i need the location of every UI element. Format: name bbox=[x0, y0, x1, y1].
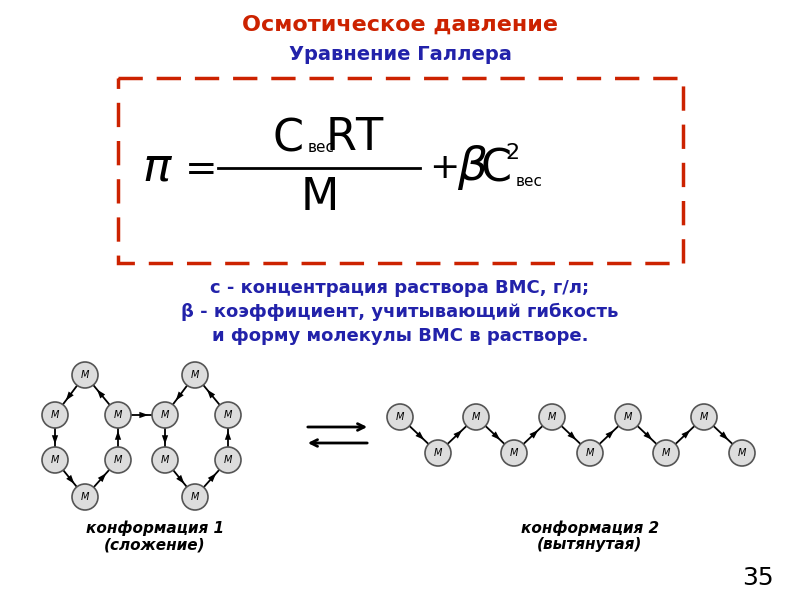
Text: $\mathsf{M}$: $\mathsf{M}$ bbox=[300, 176, 336, 220]
Text: M: M bbox=[114, 410, 122, 420]
Circle shape bbox=[463, 404, 489, 430]
Polygon shape bbox=[208, 473, 216, 482]
Text: $=$: $=$ bbox=[177, 149, 215, 187]
Text: M: M bbox=[161, 410, 169, 420]
Text: M: M bbox=[81, 370, 89, 380]
Text: Уравнение Галлера: Уравнение Галлера bbox=[289, 46, 511, 64]
Polygon shape bbox=[97, 389, 105, 398]
Circle shape bbox=[105, 447, 131, 473]
Text: M: M bbox=[81, 492, 89, 502]
Text: вес: вес bbox=[308, 140, 335, 155]
Text: M: M bbox=[114, 455, 122, 465]
Text: β - коэффициент, учитывающий гибкость: β - коэффициент, учитывающий гибкость bbox=[182, 303, 618, 321]
Text: $\mathsf{C}$: $\mathsf{C}$ bbox=[272, 116, 303, 160]
Circle shape bbox=[42, 447, 68, 473]
Circle shape bbox=[729, 440, 755, 466]
Polygon shape bbox=[530, 430, 538, 439]
Circle shape bbox=[691, 404, 717, 430]
Polygon shape bbox=[454, 430, 462, 439]
Circle shape bbox=[182, 362, 208, 388]
Circle shape bbox=[653, 440, 679, 466]
Text: M: M bbox=[662, 448, 670, 458]
Text: Осмотическое давление: Осмотическое давление bbox=[242, 15, 558, 35]
Text: M: M bbox=[224, 410, 232, 420]
Polygon shape bbox=[162, 435, 168, 444]
Polygon shape bbox=[66, 392, 74, 401]
Text: M: M bbox=[396, 412, 404, 422]
Text: вес: вес bbox=[516, 175, 543, 190]
Text: M: M bbox=[191, 492, 199, 502]
Text: M: M bbox=[738, 448, 746, 458]
Text: (вытянутая): (вытянутая) bbox=[538, 538, 642, 553]
Text: M: M bbox=[224, 455, 232, 465]
Circle shape bbox=[425, 440, 451, 466]
Text: с - концентрация раствора ВМС, г/л;: с - концентрация раствора ВМС, г/л; bbox=[210, 279, 590, 297]
Circle shape bbox=[42, 402, 68, 428]
Text: M: M bbox=[434, 448, 442, 458]
Polygon shape bbox=[415, 431, 424, 440]
Circle shape bbox=[215, 402, 241, 428]
Text: $\mathsf{2}$: $\mathsf{2}$ bbox=[505, 143, 519, 163]
Text: M: M bbox=[51, 410, 59, 420]
Text: конформация 1: конформация 1 bbox=[86, 520, 224, 536]
Circle shape bbox=[501, 440, 527, 466]
Text: M: M bbox=[472, 412, 480, 422]
Text: M: M bbox=[700, 412, 708, 422]
Text: M: M bbox=[161, 455, 169, 465]
Polygon shape bbox=[643, 431, 652, 440]
Text: M: M bbox=[191, 370, 199, 380]
Polygon shape bbox=[225, 431, 231, 440]
Text: $+$: $+$ bbox=[429, 151, 458, 185]
Polygon shape bbox=[115, 431, 121, 440]
Text: $\beta$: $\beta$ bbox=[457, 143, 487, 193]
Circle shape bbox=[539, 404, 565, 430]
Circle shape bbox=[72, 362, 98, 388]
Polygon shape bbox=[176, 475, 184, 484]
Text: $\mathsf{RT}$: $\mathsf{RT}$ bbox=[325, 116, 385, 160]
Circle shape bbox=[182, 484, 208, 510]
Circle shape bbox=[215, 447, 241, 473]
Polygon shape bbox=[207, 389, 215, 398]
Polygon shape bbox=[567, 431, 576, 440]
Polygon shape bbox=[682, 430, 690, 439]
Text: $\mathsf{C}$: $\mathsf{C}$ bbox=[480, 146, 510, 190]
Circle shape bbox=[72, 484, 98, 510]
FancyBboxPatch shape bbox=[118, 78, 683, 263]
Circle shape bbox=[152, 447, 178, 473]
Text: M: M bbox=[624, 412, 632, 422]
Text: конформация 2: конформация 2 bbox=[521, 520, 659, 536]
Circle shape bbox=[387, 404, 413, 430]
Circle shape bbox=[615, 404, 641, 430]
Text: M: M bbox=[548, 412, 556, 422]
Polygon shape bbox=[139, 412, 148, 418]
Circle shape bbox=[152, 402, 178, 428]
Text: M: M bbox=[586, 448, 594, 458]
Text: $\pi$: $\pi$ bbox=[142, 145, 174, 191]
Text: M: M bbox=[51, 455, 59, 465]
Text: M: M bbox=[510, 448, 518, 458]
Polygon shape bbox=[66, 475, 74, 484]
Polygon shape bbox=[52, 435, 58, 444]
Polygon shape bbox=[491, 431, 500, 440]
Text: и форму молекулы ВМС в растворе.: и форму молекулы ВМС в растворе. bbox=[212, 327, 588, 345]
Text: (сложение): (сложение) bbox=[104, 538, 206, 553]
Polygon shape bbox=[176, 392, 184, 401]
Polygon shape bbox=[606, 430, 614, 439]
Polygon shape bbox=[719, 431, 728, 440]
Text: 35: 35 bbox=[742, 566, 774, 590]
Circle shape bbox=[577, 440, 603, 466]
Polygon shape bbox=[98, 473, 106, 482]
Circle shape bbox=[105, 402, 131, 428]
